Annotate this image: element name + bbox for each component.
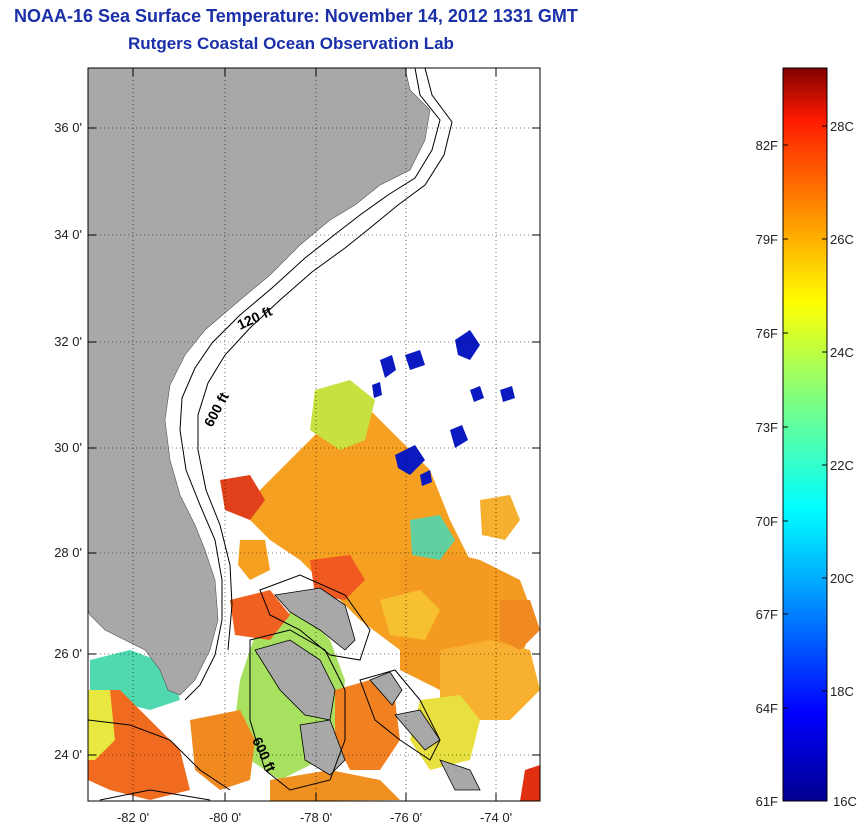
map-frame [87,67,541,802]
colorbar-f-label: 73F [756,420,778,435]
grid [88,68,540,801]
colorbar-c-label: 24C [830,345,854,360]
colorbar-c-label: 22C [830,458,854,473]
lat-label: 24 0' [54,747,82,762]
colorbar-f-label: 76F [756,326,778,341]
lat-label: 32 0' [54,334,82,349]
lon-label: -82 0' [117,810,149,825]
chart-title: NOAA-16 Sea Surface Temperature: Novembe… [14,6,578,26]
chart-subtitle: Rutgers Coastal Ocean Observation Lab [128,34,454,53]
colorbar-f-label: 61F [756,794,778,809]
land-mass [88,68,431,696]
colorbar-f-label: 67F [756,607,778,622]
islands [254,587,481,791]
colorbar-f-label: 70F [756,514,778,529]
colorbar-f-label: 79F [756,232,778,247]
colorbar [782,67,828,802]
colorbar-c-label: 26C [830,232,854,247]
colorbar-c-label: 16C [833,794,857,809]
colorbar-c-label: 28C [830,119,854,134]
bathymetry-contours [88,68,453,801]
lat-label: 34 0' [54,227,82,242]
colorbar-f-label: 64F [756,701,778,716]
lon-label: -74 0' [480,810,512,825]
lat-label: 26 0' [54,646,82,661]
lat-label: 36 0' [54,120,82,135]
lon-label: -80 0' [209,810,241,825]
sst-patches [88,380,540,801]
cold-patches [372,330,515,486]
colorbar-c-label: 20C [830,571,854,586]
colorbar-f-label: 82F [756,138,778,153]
lat-label: 28 0' [54,545,82,560]
colorbar-c-label: 18C [830,684,854,699]
lon-label: -76 0' [390,810,422,825]
lon-label: -78 0' [300,810,332,825]
tick-marks [88,68,540,801]
lat-label: 30 0' [54,440,82,455]
colorbar-ticks [783,125,827,709]
